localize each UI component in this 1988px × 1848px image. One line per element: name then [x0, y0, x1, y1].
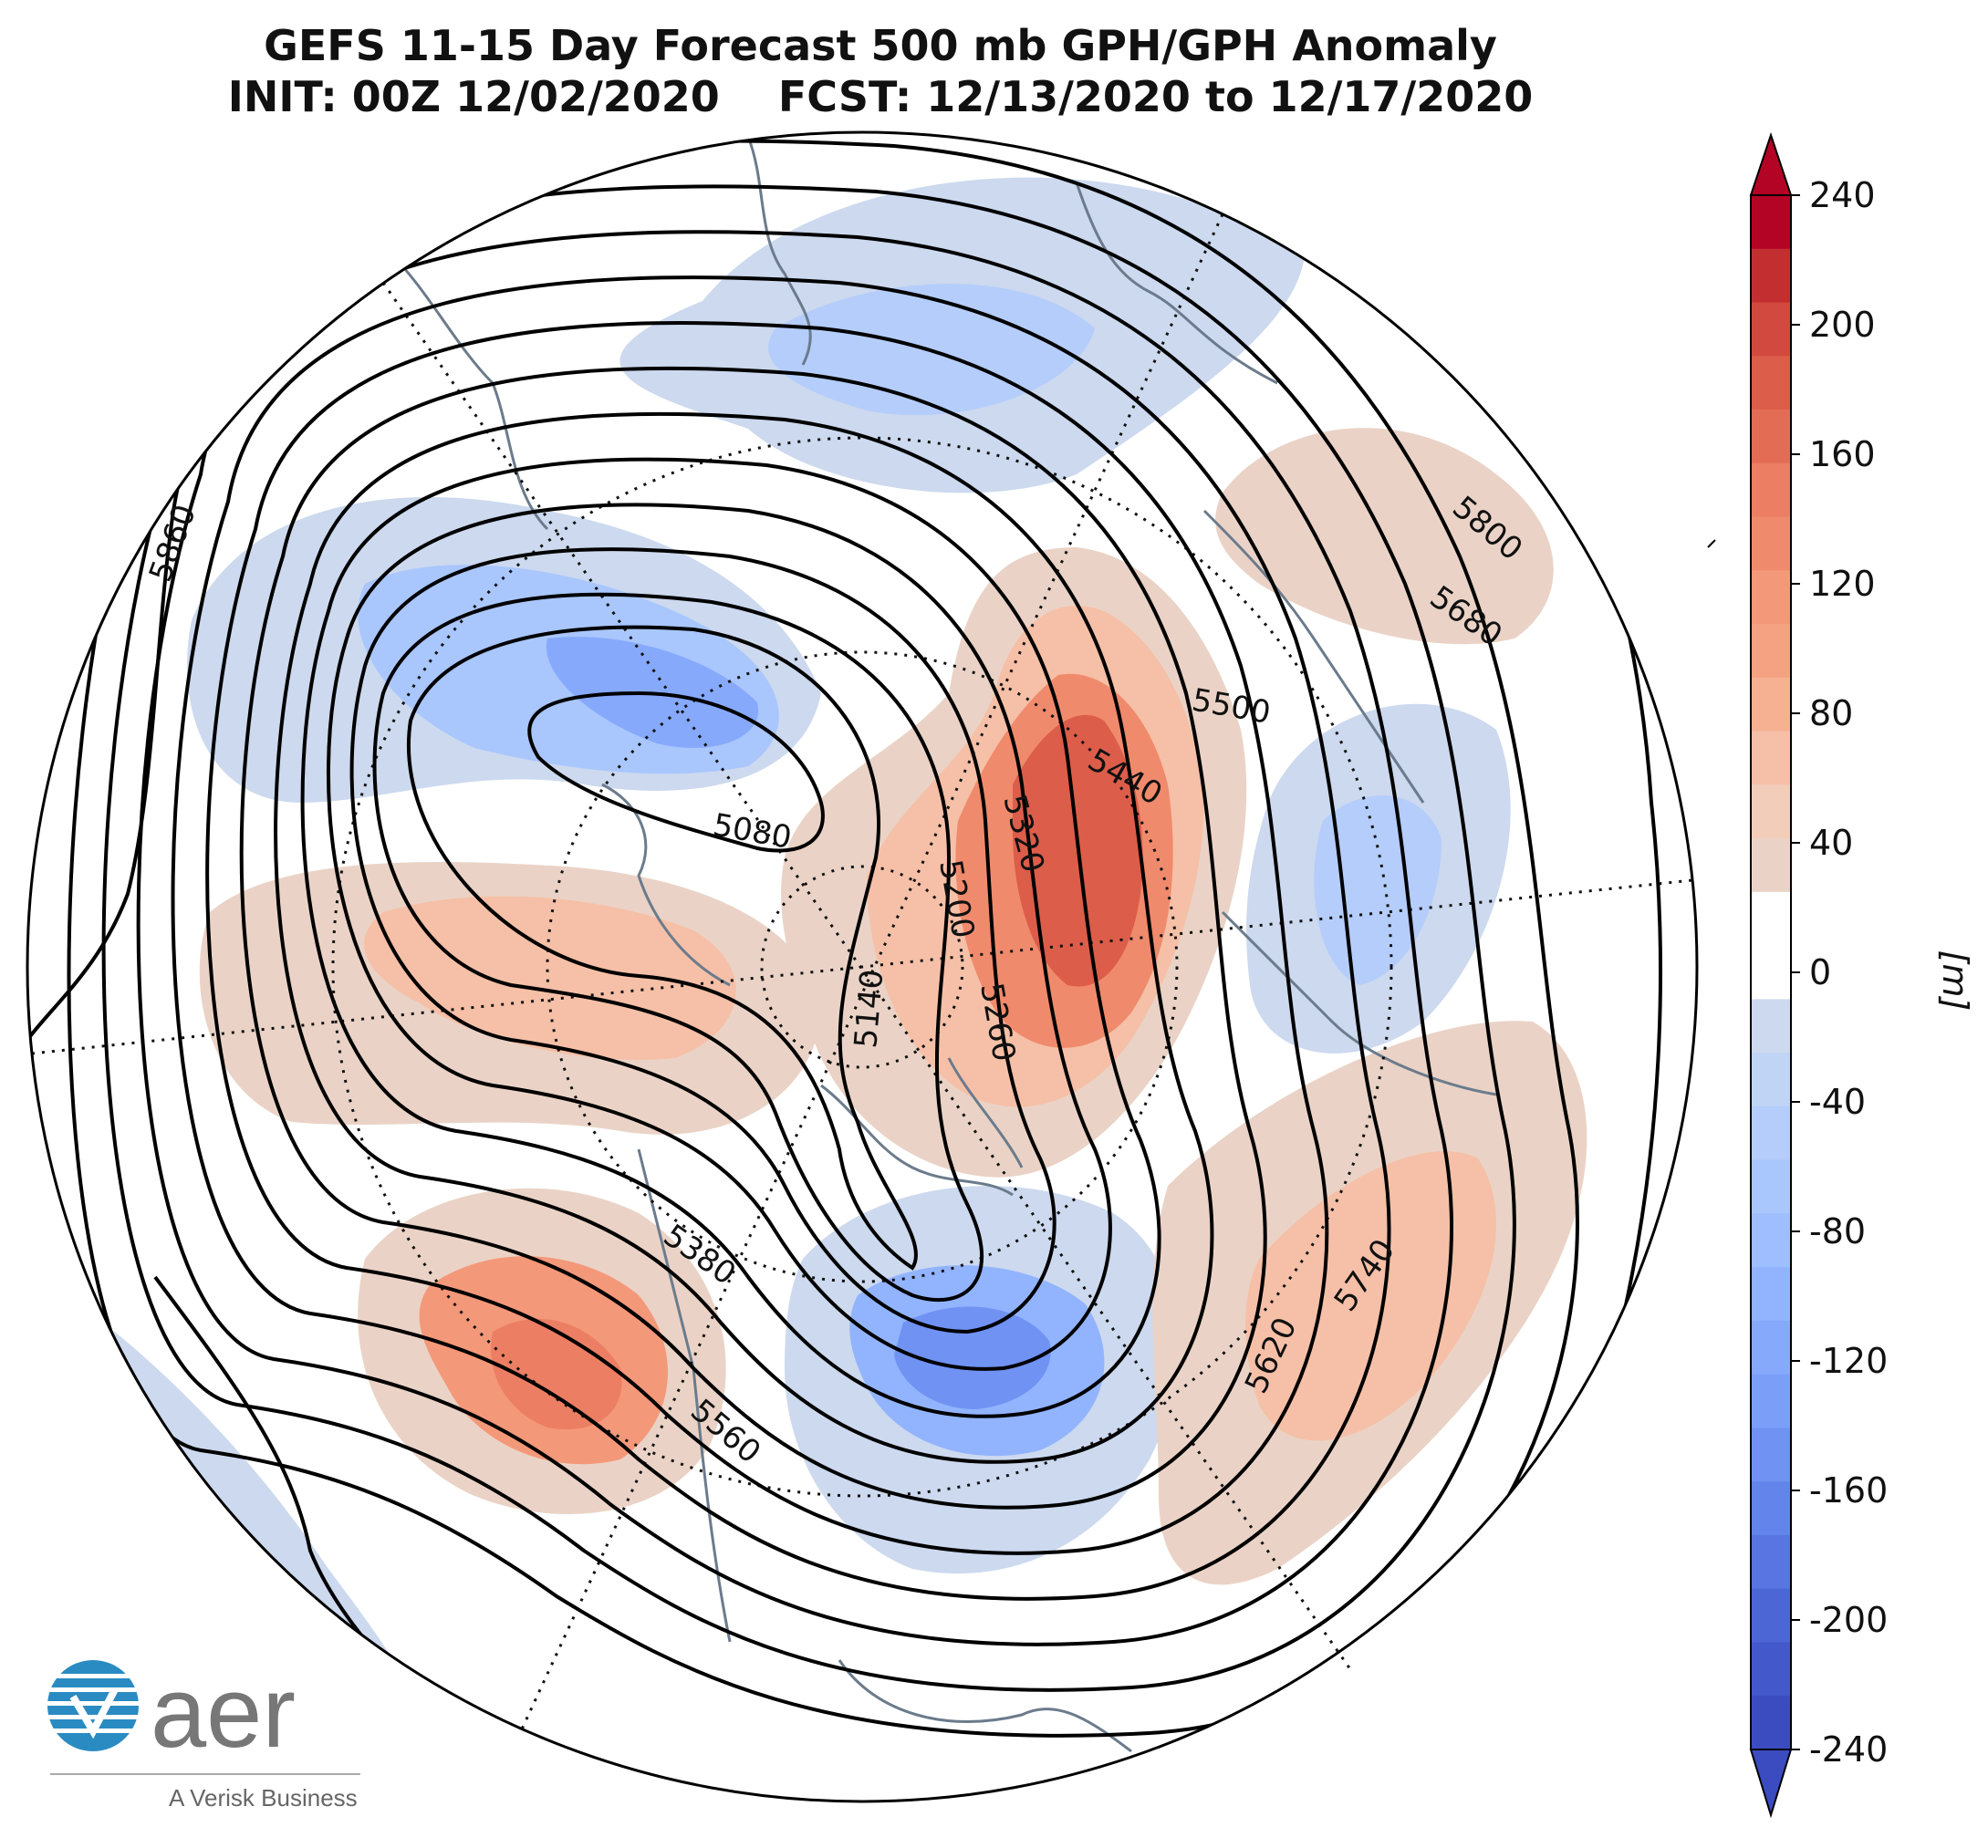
- colorbar-band: [1751, 1267, 1791, 1322]
- colorbar-band: [1751, 1588, 1791, 1644]
- colorbar-band: [1751, 1106, 1791, 1161]
- contour-5440: [274, 411, 1214, 1464]
- colorbar-band: [1751, 1428, 1791, 1482]
- colorbar-band: [1751, 1159, 1791, 1215]
- colorbar-tick-label: 200: [1809, 305, 1876, 345]
- colorbar-unit-label: [m]: [1935, 950, 1975, 1012]
- colorbar: 24020016012080400-40-80-120-160-200-240 …: [1749, 131, 1975, 1819]
- colorbar-tick-label: -200: [1809, 1600, 1888, 1640]
- contour-5620: [171, 275, 1391, 1601]
- colorbar-tick-label: 80: [1809, 693, 1853, 733]
- colorbar-band: [1751, 1642, 1791, 1697]
- colorbar-band: [1751, 1320, 1791, 1376]
- colorbar-band: [1751, 731, 1791, 785]
- colorbar-band: [1751, 677, 1791, 732]
- positive-anomaly-southeast-core: [1245, 1151, 1496, 1441]
- longitude-line: [31, 878, 1693, 1055]
- positive-anomaly-southwest-l3: [491, 1318, 622, 1430]
- colorbar-band: [1751, 838, 1791, 893]
- colorbar-band: [1751, 891, 1791, 947]
- colorbar-tick-label: -240: [1809, 1729, 1888, 1770]
- contour-5500: [239, 366, 1267, 1510]
- colorbar-band: [1751, 1213, 1791, 1268]
- contour-label: 5140: [848, 968, 890, 1050]
- latitude-circle: [760, 865, 964, 1069]
- aer-logo: aer A Verisk Business: [47, 1656, 360, 1812]
- latitude-circle: [331, 436, 1393, 1498]
- colorbar-band: [1751, 248, 1791, 304]
- colorbar-band: [1751, 356, 1791, 410]
- contour-5680: [136, 230, 1453, 1646]
- colorbar-band: [1751, 1053, 1791, 1107]
- colorbar-band: [1751, 462, 1791, 518]
- colorbar-band: [1751, 1696, 1791, 1750]
- coastlines: [390, 136, 1497, 1753]
- colorbar-band: [1751, 302, 1791, 357]
- title-line-2: INIT: 00Z 12/02/2020 FCST: 12/13/2020 to…: [227, 72, 1534, 121]
- contour-5800: [67, 139, 1579, 1738]
- colorbar-band: [1751, 784, 1791, 839]
- aer-wordmark: aer: [151, 1656, 296, 1769]
- colorbar-band: [1751, 516, 1791, 571]
- colorbar-band: [1751, 570, 1791, 625]
- colorbar-tick-label: 160: [1809, 434, 1876, 474]
- colorbar-band: [1751, 410, 1791, 464]
- longitude-line: [381, 282, 1352, 1670]
- colorbar-band: [1751, 999, 1791, 1054]
- colorbar-band: [1751, 945, 1791, 1000]
- contour-5200: [372, 592, 984, 1302]
- colorbar-tick-label: -160: [1809, 1470, 1888, 1511]
- latitude-circle: [546, 650, 1179, 1283]
- negative-anomaly-south-inner: [894, 1306, 1051, 1409]
- contour-5740: [101, 184, 1516, 1692]
- chart-title: GEFS 11-15 Day Forecast 500 mb GPH/GPH A…: [0, 20, 1761, 122]
- colorbar-tick-label: 40: [1809, 823, 1853, 863]
- colorbar-band: [1751, 624, 1791, 679]
- colorbar-lower-extension: [1749, 1749, 1793, 1819]
- aer-tagline: A Verisk Business: [169, 1784, 358, 1812]
- stray-tick: [1707, 539, 1716, 548]
- colorbar-tick-label: -40: [1809, 1082, 1866, 1122]
- colorbar-upper-extension: [1749, 131, 1793, 196]
- contour-5380: [300, 457, 1161, 1418]
- contour-label: 5860: [142, 500, 203, 587]
- colorbar-bands: [1751, 195, 1791, 1750]
- map-boundary: [26, 130, 1699, 1803]
- height-contours: [27, 132, 1662, 1790]
- colorbar-tick-label: 0: [1809, 952, 1831, 992]
- colorbar-band: [1751, 1481, 1791, 1536]
- contour-5140: [407, 625, 919, 1271]
- colorbar-tick-label: -120: [1809, 1341, 1888, 1381]
- aer-logo-globe-icon: [47, 1660, 139, 1751]
- negative-anomaly-east-core: [1314, 795, 1442, 985]
- colorbar-tick-label: 240: [1809, 175, 1876, 215]
- graticule: [31, 213, 1693, 1734]
- colorbar-tick-label: -80: [1809, 1211, 1866, 1251]
- colorbar-band: [1751, 195, 1791, 250]
- title-line-1: GEFS 11-15 Day Forecast 500 mb GPH/GPH A…: [264, 21, 1497, 70]
- contour-label: 5080: [710, 806, 794, 856]
- contour-5560: [205, 321, 1329, 1555]
- colorbar-ticks: 240 200 160 120 80 40 0 -40 -80 -120 -160 -200 -240: [1791, 175, 1888, 1770]
- colorbar-band: [1751, 1374, 1791, 1429]
- contour-5080: [527, 690, 825, 853]
- contour-5260: [349, 547, 1056, 1334]
- contour-5320: [326, 503, 1112, 1371]
- colorbar-band: [1751, 1534, 1791, 1590]
- colorbar-tick-label: 120: [1809, 564, 1876, 604]
